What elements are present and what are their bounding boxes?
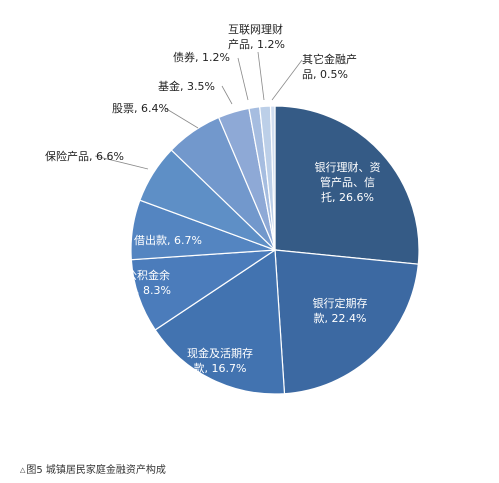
leader-line-bonds: [237, 57, 249, 101]
pie-slice-time-deposits: [274, 249, 419, 395]
leader-line-internet-wealth: [257, 51, 265, 101]
leader-line-insurance: [94, 155, 149, 170]
slice-label-housing-fund: 公积金余 额, 8.3%: [125, 269, 171, 297]
slice-label-funds: 基金, 3.5%: [158, 80, 215, 93]
slice-label-other-products: 其它金融产 品, 0.5%: [302, 53, 357, 81]
slice-label-insurance: 保险产品, 6.6%: [45, 150, 124, 163]
pie-slice-cash-demand-deposits: [154, 248, 286, 395]
slice-label-stocks: 股票, 6.4%: [112, 102, 169, 115]
slice-label-cash-demand-deposits: 现金及活期存 款, 16.7%: [187, 347, 253, 375]
slice-label-loans-out: 借出款, 6.7%: [134, 234, 202, 247]
chart-caption: △图5 城镇居民家庭金融资产构成: [20, 461, 166, 476]
leader-line-other-products: [271, 59, 303, 101]
slice-label-time-deposits: 银行定期存 款, 22.4%: [312, 297, 368, 325]
pie-slice-bank-wealth-products: [274, 105, 420, 265]
slice-label-internet-wealth: 互联网理财 产品, 1.2%: [228, 23, 285, 51]
slice-label-bonds: 债券, 1.2%: [173, 51, 230, 64]
pie-slice-other-products: [269, 105, 276, 251]
caption-text: 图5 城镇居民家庭金融资产构成: [26, 465, 166, 476]
caption-marker: △: [20, 466, 26, 474]
leader-line-stocks: [164, 107, 199, 129]
leader-line-funds: [221, 85, 233, 105]
slice-label-bank-wealth-products: 银行理财、资 管产品、信 托, 26.6%: [314, 161, 381, 204]
